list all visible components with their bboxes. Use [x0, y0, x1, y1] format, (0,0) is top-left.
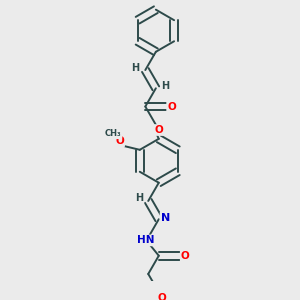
Text: HN: HN — [136, 236, 154, 245]
Text: O: O — [116, 136, 124, 146]
Text: H: H — [135, 193, 143, 203]
Text: O: O — [167, 101, 176, 112]
Text: O: O — [181, 251, 190, 261]
Text: O: O — [157, 293, 166, 300]
Text: N: N — [160, 213, 170, 223]
Text: H: H — [161, 81, 169, 91]
Text: H: H — [132, 63, 140, 73]
Text: CH₃: CH₃ — [105, 129, 122, 138]
Text: O: O — [154, 125, 163, 135]
